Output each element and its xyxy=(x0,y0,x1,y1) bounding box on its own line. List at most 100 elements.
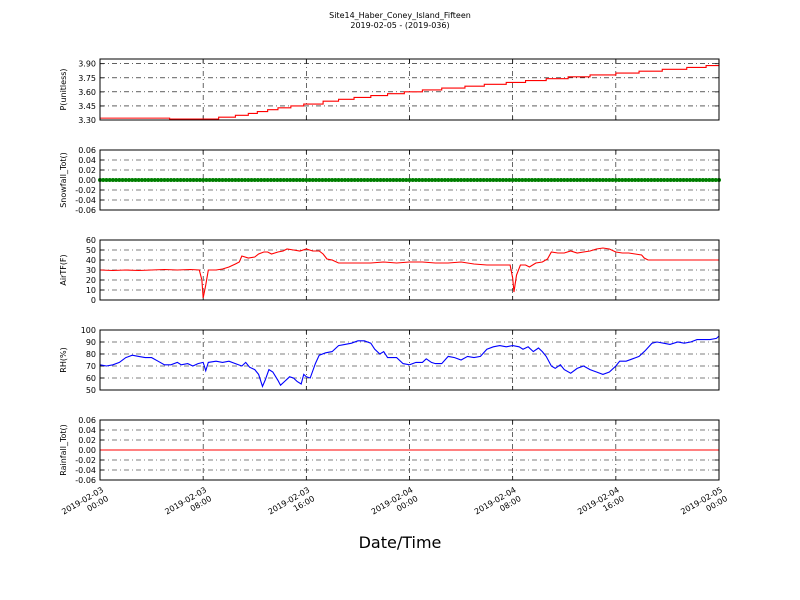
series-marker xyxy=(633,178,638,182)
series-marker xyxy=(201,178,206,182)
series-marker xyxy=(713,178,718,182)
panel-frame xyxy=(99,329,720,391)
y-tick-label: 0.00 xyxy=(78,176,96,185)
series-line xyxy=(100,59,720,120)
series-marker xyxy=(278,178,283,182)
series-marker xyxy=(526,178,531,182)
series-marker xyxy=(139,178,144,182)
x-tick-label: 2019-02-0408:00 xyxy=(473,485,523,525)
y-axis-label: RH(%) xyxy=(59,347,68,372)
series-marker xyxy=(291,178,296,182)
series-marker xyxy=(381,178,386,182)
series-marker xyxy=(143,178,148,182)
series-marker xyxy=(591,178,596,182)
y-tick-label: 60 xyxy=(86,236,96,245)
series-marker xyxy=(575,178,580,182)
series-marker xyxy=(668,178,673,182)
y-tick-label: 50 xyxy=(86,386,96,395)
series-marker xyxy=(236,178,241,182)
y-tick-label: 0.04 xyxy=(78,156,96,165)
series-marker xyxy=(465,178,470,182)
series-marker xyxy=(568,178,573,182)
series-marker xyxy=(301,178,306,182)
y-tick-label: 90 xyxy=(86,338,96,347)
series-marker xyxy=(281,178,286,182)
x-tick-label: 2019-02-0316:00 xyxy=(267,485,317,525)
series-marker xyxy=(436,178,441,182)
series-marker xyxy=(565,178,570,182)
series-marker xyxy=(646,178,651,182)
panel-frame xyxy=(99,149,720,211)
series-marker xyxy=(355,178,360,182)
series-marker xyxy=(452,178,457,182)
series-line xyxy=(99,335,720,388)
y-tick-label: 0.02 xyxy=(78,166,96,175)
y-tick-label: 0 xyxy=(91,296,96,305)
series-marker xyxy=(181,178,186,182)
y-tick-label: -0.06 xyxy=(75,206,96,215)
series-marker xyxy=(559,178,564,182)
series-marker xyxy=(317,178,322,182)
series-marker xyxy=(262,178,267,182)
x-tick-label: 2019-02-0400:00 xyxy=(370,485,420,525)
y-axis-label: Rainfall_Tot() xyxy=(59,424,68,476)
series-marker xyxy=(172,178,177,182)
series-marker xyxy=(571,178,576,182)
series-marker xyxy=(130,178,135,182)
y-tick-label: 3.75 xyxy=(78,74,96,83)
y-tick-label: -0.02 xyxy=(75,186,96,195)
series-marker xyxy=(471,178,476,182)
series-marker xyxy=(226,178,231,182)
series-marker xyxy=(594,178,599,182)
series-marker xyxy=(413,178,418,182)
series-marker xyxy=(497,178,502,182)
series-marker xyxy=(136,178,141,182)
series-marker xyxy=(401,178,406,182)
panel-frame xyxy=(99,58,720,121)
series-marker xyxy=(146,178,151,182)
series-marker xyxy=(123,178,128,182)
series-marker xyxy=(365,178,370,182)
series-marker xyxy=(588,178,593,182)
series-marker xyxy=(613,178,618,182)
y-tick-label: 10 xyxy=(86,286,96,295)
series-marker xyxy=(378,178,383,182)
series-marker xyxy=(352,178,357,182)
x-tick-label: 2019-02-0308:00 xyxy=(163,485,213,525)
series-marker xyxy=(649,178,654,182)
series-marker xyxy=(407,178,412,182)
series-marker xyxy=(188,178,193,182)
series-marker xyxy=(168,178,173,182)
y-tick-label: 0.00 xyxy=(78,446,96,455)
series-marker xyxy=(475,178,480,182)
series-marker xyxy=(214,178,219,182)
series-marker xyxy=(252,178,257,182)
series-marker xyxy=(507,178,512,182)
series-marker xyxy=(655,178,660,182)
y-tick-label: -0.06 xyxy=(75,476,96,485)
series-marker xyxy=(604,178,609,182)
series-marker xyxy=(636,178,641,182)
series-marker xyxy=(662,178,667,182)
series-marker xyxy=(549,178,554,182)
chart-title: Site14_Haber_Coney_Island_Fifteen xyxy=(329,11,471,20)
series-marker xyxy=(687,178,692,182)
series-marker xyxy=(223,178,228,182)
series-marker xyxy=(494,178,499,182)
series-marker xyxy=(114,178,119,182)
series-marker xyxy=(204,178,209,182)
y-tick-label: 3.60 xyxy=(78,88,96,97)
series-marker xyxy=(642,178,647,182)
series-marker xyxy=(185,178,190,182)
y-tick-label: 3.90 xyxy=(78,60,96,69)
series-marker xyxy=(433,178,438,182)
series-marker xyxy=(343,178,348,182)
series-marker xyxy=(510,178,515,182)
series-marker xyxy=(607,178,612,182)
x-axis-label: Date/Time xyxy=(358,533,442,552)
series-marker xyxy=(678,178,683,182)
series-marker xyxy=(675,178,680,182)
series-marker xyxy=(484,178,489,182)
y-tick-label: 0.06 xyxy=(78,416,96,425)
